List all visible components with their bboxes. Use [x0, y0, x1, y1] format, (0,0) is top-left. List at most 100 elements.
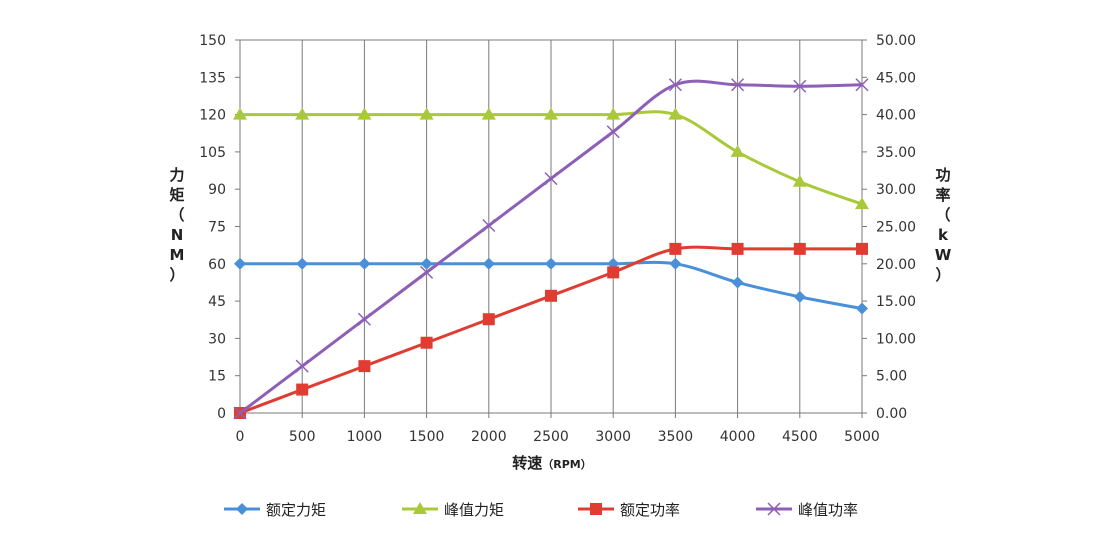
left-y-tick-label: 30	[208, 331, 226, 347]
marker-stroke	[544, 172, 558, 186]
axis-title-char: （	[169, 206, 184, 224]
x-tick-label: 3000	[595, 429, 631, 445]
right-y-tick-label: 0.00	[876, 406, 907, 422]
data-point	[481, 107, 496, 120]
data-point	[295, 107, 310, 120]
data-point	[855, 78, 869, 92]
legend-item: 峰值功率	[756, 501, 858, 519]
data-point	[731, 78, 745, 92]
marker-stroke	[295, 359, 309, 373]
axis-title-char: ）	[169, 266, 184, 284]
data-point	[233, 107, 247, 120]
axis-title-char: k	[938, 226, 949, 244]
data-point	[731, 242, 744, 255]
x-tick-label: 3500	[658, 429, 694, 445]
data-point	[793, 79, 807, 93]
right-y-tick-label: 30.00	[876, 182, 916, 198]
grid	[240, 39, 863, 413]
data-point	[545, 257, 557, 270]
legend-label: 峰值力矩	[444, 501, 504, 519]
marker-stroke	[767, 502, 781, 516]
axis-title-char: 力	[169, 166, 184, 184]
x-tick-label: 2500	[533, 429, 569, 445]
right-y-tick-label: 35.00	[876, 145, 916, 161]
legend-marker	[413, 502, 427, 514]
data-point	[668, 78, 682, 92]
data-point	[856, 242, 868, 255]
marker-stroke	[482, 218, 496, 233]
data-point	[358, 257, 371, 270]
data-point	[358, 360, 371, 373]
data-point	[482, 257, 495, 270]
series-2	[233, 107, 869, 210]
legend-marker	[236, 503, 248, 515]
data-point	[296, 257, 309, 270]
data-point	[420, 265, 434, 279]
marker-stroke	[357, 312, 371, 326]
right-y-tick-label: 5.00	[876, 369, 907, 385]
axis-title-char: （	[935, 206, 950, 224]
marker-stroke	[233, 406, 247, 420]
right-y-tick-label: 15.00	[876, 294, 916, 310]
data-point	[606, 107, 621, 120]
x-axis-ticks: 0 500 1000 1500 2000 2500 3000 3500 4000 4500 5000	[236, 413, 880, 445]
series-4	[233, 78, 869, 420]
marker-stroke	[420, 265, 434, 279]
right-y-tick-label: 40.00	[876, 108, 916, 124]
data-point	[855, 197, 869, 210]
data-point	[731, 276, 744, 289]
data-point	[233, 406, 247, 420]
x-axis-title-unit: （RPM）	[542, 458, 591, 471]
legend-item: 额定力矩	[224, 501, 326, 519]
data-point	[668, 107, 683, 120]
x-tick-label: 5000	[844, 429, 880, 445]
legend-marker	[767, 502, 781, 516]
x-tick-label: 4000	[720, 429, 756, 445]
right-y-tick-label: 45.00	[876, 70, 916, 86]
series-line	[240, 110, 863, 206]
data-point	[420, 257, 433, 270]
legend-label: 额定力矩	[266, 501, 326, 519]
x-tick-label: 2000	[471, 429, 507, 445]
series-3	[234, 242, 868, 419]
left-y-tick-label: 120	[199, 108, 226, 124]
x-tick-label: 1000	[347, 429, 383, 445]
data-point	[856, 302, 868, 315]
left-y-tick-label: 150	[199, 33, 226, 49]
left-y-tick-label: 0	[217, 406, 226, 422]
axis-title-char: N	[171, 226, 184, 244]
data-point	[482, 313, 495, 326]
data-point	[793, 290, 806, 303]
data-point	[295, 359, 309, 373]
legend-label: 额定功率	[620, 501, 680, 519]
legend-item: 峰值力矩	[402, 501, 504, 519]
x-tick-label: 500	[289, 429, 316, 445]
legend: 额定力矩 峰值力矩 额定功率 峰值功率	[224, 501, 858, 519]
right-y-tick-label: 20.00	[876, 257, 916, 273]
data-point	[669, 242, 682, 255]
series-1	[234, 257, 868, 315]
data-point	[419, 107, 434, 120]
legend-item: 额定功率	[578, 501, 680, 519]
right-y-tick-label: 25.00	[876, 220, 916, 236]
data-point	[357, 107, 372, 120]
right-y-axis-title: 功率 （ kW ）	[935, 166, 952, 284]
marker-stroke	[668, 78, 682, 92]
left-y-axis-title: 力矩 （ NM ）	[169, 166, 184, 284]
left-y-tick-label: 15	[208, 369, 226, 385]
x-axis-title: 转速（RPM）	[512, 454, 592, 472]
data-point	[234, 257, 246, 270]
data-point	[792, 174, 807, 187]
data-point	[420, 336, 433, 349]
left-y-tick-label: 60	[208, 257, 226, 273]
data-point	[296, 383, 309, 396]
left-y-tick-label: 135	[199, 70, 226, 86]
x-tick-label: 1500	[409, 429, 445, 445]
legend-label: 峰值功率	[798, 501, 858, 519]
left-y-tick-label: 105	[199, 145, 226, 161]
data-point	[607, 266, 620, 279]
marker-stroke	[793, 79, 807, 93]
axis-title-char: 功	[935, 166, 950, 184]
left-y-tick-label: 45	[208, 294, 226, 310]
